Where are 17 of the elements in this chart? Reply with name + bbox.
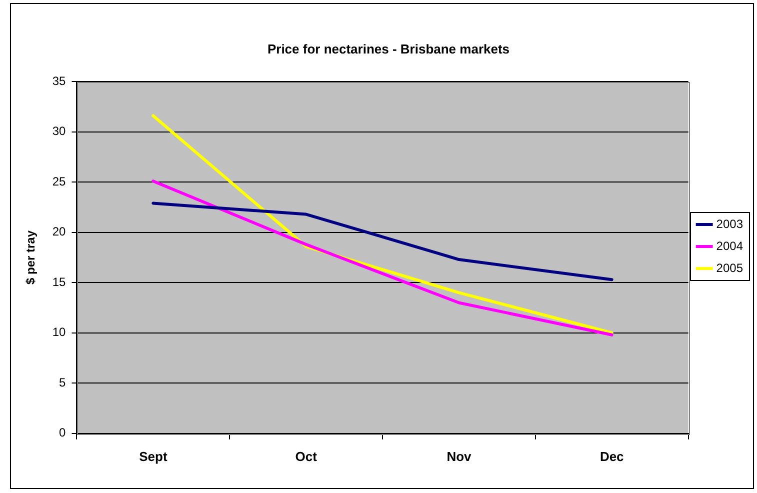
x-tick-label: Oct [295, 448, 318, 464]
x-tick-label: Dec [600, 448, 624, 464]
legend-label: 2003 [716, 216, 744, 231]
y-tick-label: 15 [52, 274, 66, 289]
x-tick-label: Nov [446, 448, 472, 464]
y-tick-label: 35 [52, 74, 66, 88]
y-axis-title: $ per tray [24, 230, 38, 285]
chart-title: Price for nectarines - Brisbane markets [267, 41, 510, 56]
y-tick-label: 25 [52, 174, 66, 188]
legend-label: 2004 [716, 238, 744, 253]
y-tick-label: 5 [59, 375, 66, 390]
y-tick-label: 20 [52, 224, 66, 239]
y-tick-label: 0 [59, 426, 66, 440]
y-tick-label: 10 [52, 325, 66, 340]
y-tick-label: 30 [52, 124, 66, 138]
x-tick-label: Sept [139, 448, 168, 464]
legend-label: 2005 [716, 260, 744, 275]
